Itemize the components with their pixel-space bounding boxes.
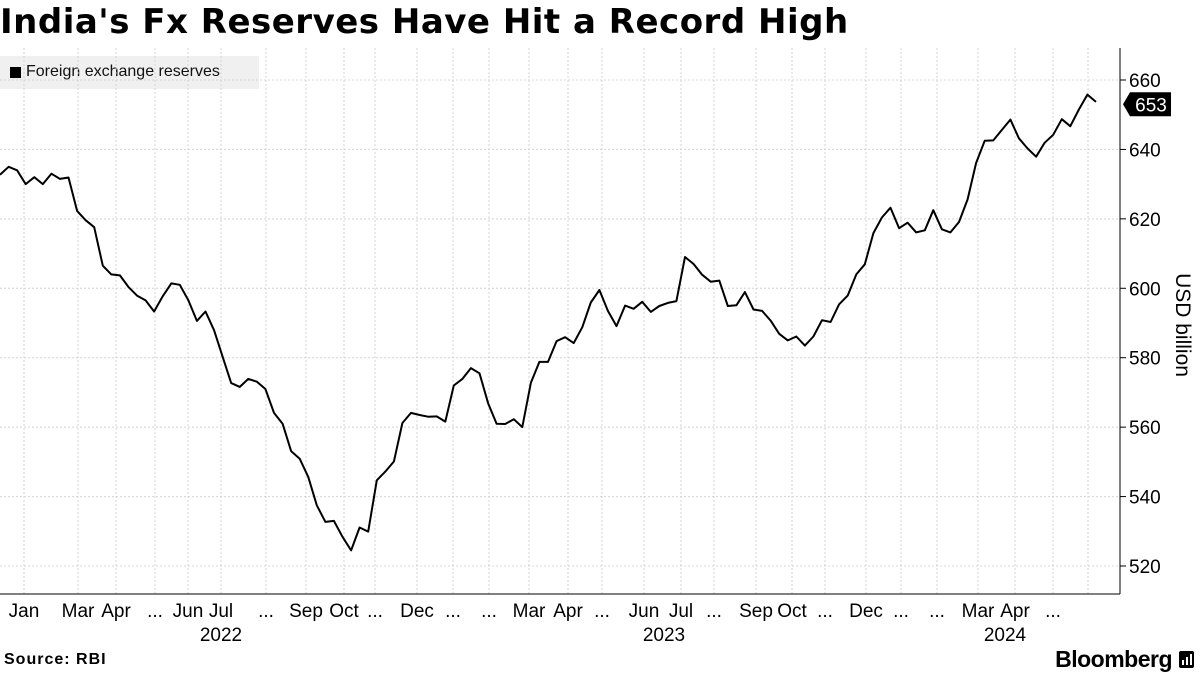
brand-logo: Bloomberg [1055, 646, 1172, 672]
x-tick-label: Mar [962, 601, 995, 622]
end-value-tag-shape [1123, 92, 1171, 117]
series-layer [0, 93, 1097, 552]
y-tick-label: 520 [1129, 557, 1161, 578]
x-tick-label: Mar [513, 601, 546, 622]
x-tick-label: ... [1045, 601, 1061, 622]
y-tick-label: 640 [1129, 140, 1161, 161]
y-tick-label: 600 [1129, 279, 1161, 300]
x-tick-label: ... [445, 601, 461, 622]
series-line-foreign-exchange-reserves [0, 93, 1097, 552]
x-tick-label: Dec [400, 601, 434, 622]
x-tick-label: Apr [553, 601, 583, 622]
x-tick-label: ... [594, 601, 610, 622]
y-tick-label: 620 [1129, 210, 1161, 231]
source-note: Source: RBI [4, 651, 107, 668]
x-tick-label: Jun [629, 601, 660, 622]
y-axis: 520 540 560 580 600 620 640 660 USD billion [1119, 48, 1194, 594]
x-tick-label: ... [817, 601, 833, 622]
x-tick-label: ... [481, 601, 497, 622]
x-tick-label: Sep [289, 601, 323, 622]
x-tick-label: Jun [173, 601, 204, 622]
x-tick-label: ... [929, 601, 945, 622]
y-tick-label: 540 [1129, 488, 1161, 509]
x-tick-label: ... [258, 601, 274, 622]
x-tick-label: ... [147, 601, 163, 622]
x-tick-label: Mar [62, 601, 95, 622]
x-year-label: 2023 [643, 625, 685, 646]
gridlines [0, 48, 1120, 594]
x-year-label: 2022 [200, 625, 242, 646]
end-value-tag: 653 [1123, 92, 1171, 117]
x-tick-label: Jan [9, 601, 40, 622]
x-tick-label: Jul [669, 601, 693, 622]
x-tick-label: ... [367, 601, 383, 622]
end-value-label: 653 [1135, 95, 1167, 116]
x-tick-label: Oct [777, 601, 807, 622]
chart-title: India's Fx Reserves Have Hit a Record Hi… [0, 2, 849, 42]
y-tick-label: 560 [1129, 418, 1161, 439]
x-year-label: 2024 [984, 625, 1027, 646]
x-tick-label: Sep [739, 601, 773, 622]
legend-swatch-icon [10, 67, 21, 78]
x-tick-label: Dec [849, 601, 883, 622]
x-tick-label: ... [706, 601, 722, 622]
x-tick-label: Apr [1000, 601, 1030, 622]
x-tick-label: Jul [209, 601, 233, 622]
x-tick-label: Oct [329, 601, 359, 622]
x-tick-label: ... [893, 601, 909, 622]
y-axis-title: USD billion [1171, 273, 1194, 377]
legend: Foreign exchange reserves [0, 56, 259, 89]
y-tick-label: 660 [1129, 71, 1161, 92]
x-axis: Jan Mar Apr... Jun Jul... Sep Oct... Dec...... M… [0, 593, 1120, 646]
bloomberg-bars-icon [1179, 651, 1194, 668]
y-tick-label: 580 [1129, 349, 1161, 370]
legend-label: Foreign exchange reserves [26, 63, 220, 80]
x-tick-label: Apr [101, 601, 131, 622]
